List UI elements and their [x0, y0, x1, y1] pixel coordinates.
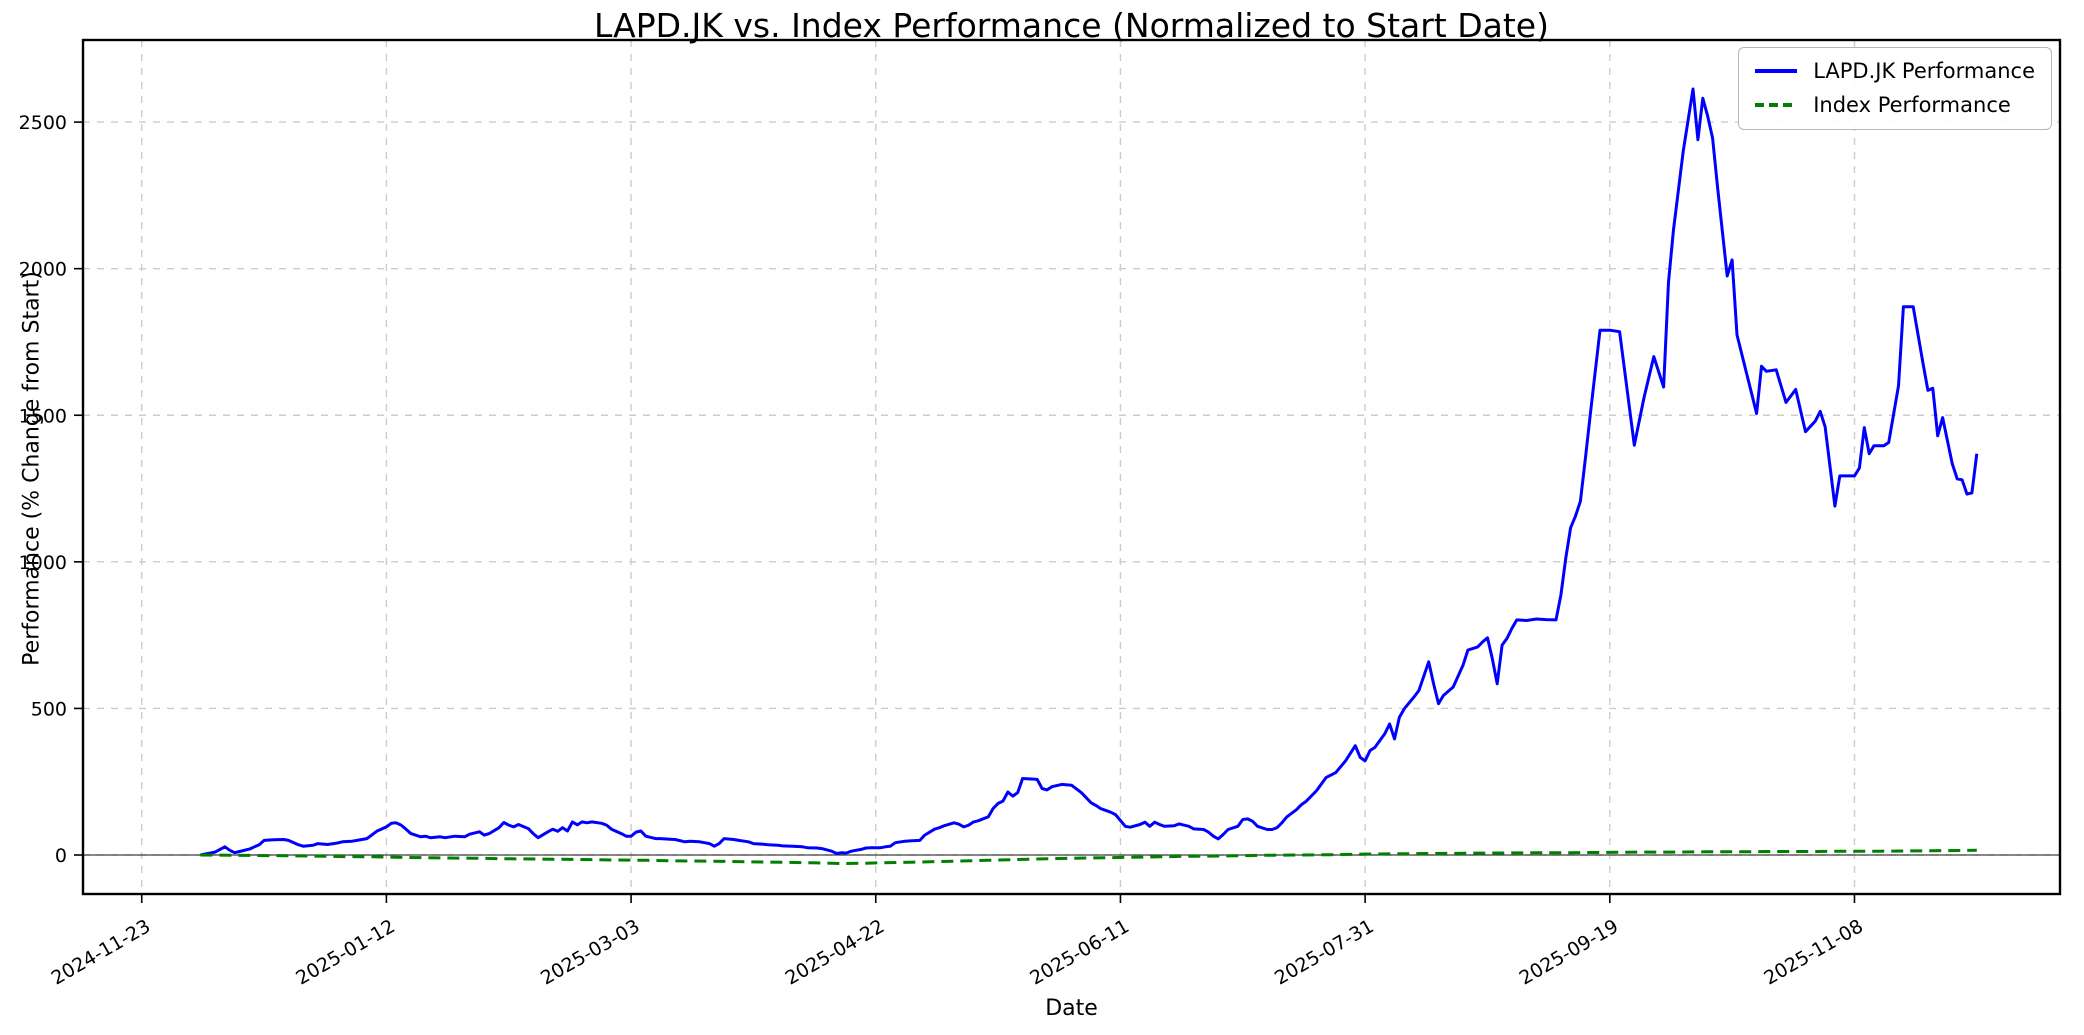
y-tick-label: 2500 — [19, 112, 67, 134]
series-line-0 — [200, 87, 1979, 857]
x-tick-label: 2025-07-31 — [1271, 915, 1378, 989]
y-axis-label: Performance (% Change from Start) — [19, 271, 45, 666]
y-tick-label: 1500 — [19, 405, 67, 427]
x-tick-label: 2025-11-08 — [1760, 915, 1867, 989]
series-line-1 — [200, 848, 1977, 865]
lapd-line-swatch — [1755, 69, 1798, 74]
y-tick-label: 0 — [55, 845, 67, 867]
legend-label-index: Index Performance — [1813, 93, 2011, 118]
plot-border — [81, 38, 2062, 896]
chart-title: LAPD.JK vs. Index Performance (Normalize… — [593, 6, 1549, 45]
index-line-swatch — [1755, 103, 1798, 108]
x-tick-label: 2025-09-19 — [1516, 915, 1623, 989]
legend-item-index: Index Performance — [1753, 92, 2035, 118]
x-tick-label: 2025-03-03 — [537, 915, 644, 989]
x-tick-label: 2025-04-22 — [782, 915, 889, 989]
y-tick-label: 2000 — [19, 259, 67, 281]
x-axis-label: Date — [1045, 996, 1098, 1021]
y-tick-label: 1000 — [19, 552, 67, 574]
legend: LAPD.JK Performance Index Performance — [1738, 47, 2052, 130]
y-tick-label: 500 — [31, 698, 67, 720]
legend-item-lapd: LAPD.JK Performance — [1753, 58, 2035, 84]
x-tick-label: 2024-11-23 — [48, 915, 155, 989]
x-tick-label: 2025-01-12 — [292, 915, 399, 989]
legend-label-lapd: LAPD.JK Performance — [1813, 59, 2035, 83]
x-tick-label: 2025-06-11 — [1026, 915, 1133, 989]
